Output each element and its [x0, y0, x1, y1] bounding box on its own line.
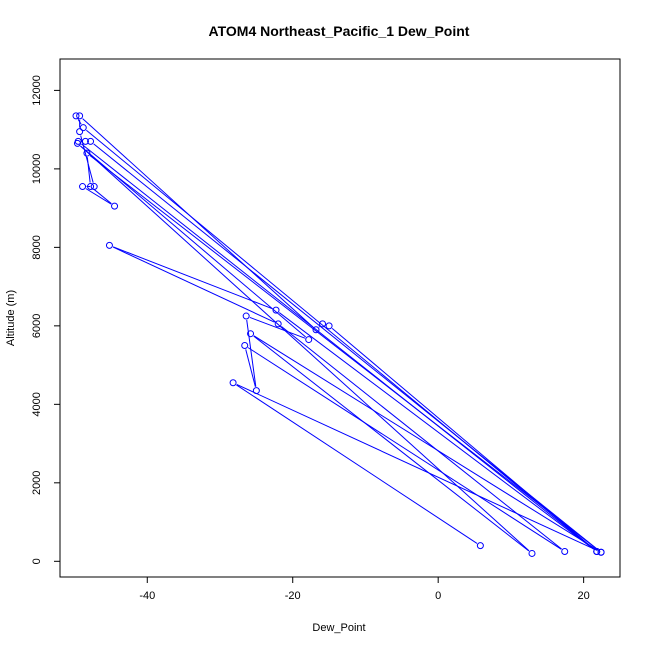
y-tick-label-4: 8000	[31, 235, 43, 259]
series-segment-18	[113, 246, 273, 310]
data-point-16	[325, 322, 333, 330]
series-segment-29	[236, 383, 598, 552]
y-tick-label-0: 0	[31, 558, 43, 564]
data-point-8	[87, 183, 95, 191]
series-segment-8	[93, 188, 112, 205]
data-point-25	[305, 336, 313, 344]
data-point-7	[83, 149, 91, 157]
data-point-14	[312, 326, 320, 334]
series-segment-9	[85, 188, 112, 205]
series-segment-2	[81, 143, 594, 550]
data-point-1	[79, 124, 87, 132]
series-segment-21	[247, 347, 562, 550]
data-point-11	[90, 183, 98, 191]
series-segment-6	[89, 155, 599, 551]
data-point-4	[81, 137, 89, 145]
data-point-26	[73, 139, 81, 147]
data-point-17	[593, 547, 601, 555]
data-point-31	[476, 542, 484, 550]
x-axis-label: Dew_Point	[312, 622, 365, 634]
y-tick-label-6: 12000	[31, 75, 43, 106]
series-segment-26	[80, 145, 530, 552]
series-segment-16	[331, 328, 594, 550]
plot-frame	[59, 58, 621, 578]
y-tick-label-2: 4000	[31, 392, 43, 416]
data-point-27	[528, 549, 536, 557]
series-segment-19	[112, 246, 275, 323]
chart-title: ATOM4 Northeast_Pacific_1 Dew_Point	[209, 23, 470, 39]
series-segment-14	[318, 326, 320, 328]
series-segment-30	[236, 384, 478, 544]
series-segment-27	[253, 335, 530, 552]
data-point-19	[105, 241, 113, 249]
x-tick-label-1: -20	[285, 590, 301, 602]
series-lines	[77, 118, 599, 552]
series-segment-24	[249, 316, 306, 339]
data-point-5	[87, 137, 95, 145]
y-axis: 0 2000 4000 6000 8000 10000 12000	[31, 75, 60, 564]
series-segment-20	[281, 325, 562, 550]
data-point-23	[252, 387, 260, 395]
data-point-21	[561, 547, 569, 555]
series-segment-22	[245, 349, 256, 387]
data-point-29	[597, 548, 605, 556]
series-segment-17	[278, 312, 594, 550]
data-point-20	[274, 320, 282, 328]
x-tick-label-3: 20	[578, 590, 590, 602]
y-tick-label-5: 10000	[31, 154, 43, 185]
data-point-9	[111, 202, 119, 210]
y-tick-label-3: 6000	[31, 314, 43, 338]
series-points	[72, 112, 605, 557]
series-segment-13	[82, 118, 314, 328]
data-point-15	[319, 320, 327, 328]
x-tick-label-0: -40	[139, 590, 155, 602]
data-point-12	[76, 128, 84, 136]
data-point-28	[247, 330, 255, 338]
y-axis-label: Altitude (m)	[5, 290, 17, 346]
series-segment-1	[86, 129, 594, 550]
data-point-13	[76, 112, 84, 120]
data-point-0	[72, 112, 80, 120]
x-tick-label-2: 0	[435, 590, 441, 602]
y-tick-label-1: 2000	[31, 471, 43, 495]
data-point-22	[241, 341, 249, 349]
data-point-18	[272, 306, 280, 314]
series-segment-25	[80, 145, 307, 338]
data-point-24	[242, 312, 250, 320]
x-axis: -40 -20 0 20	[139, 577, 590, 602]
data-point-10	[79, 183, 87, 191]
series-segment-28	[253, 335, 598, 551]
data-point-30	[229, 379, 237, 387]
